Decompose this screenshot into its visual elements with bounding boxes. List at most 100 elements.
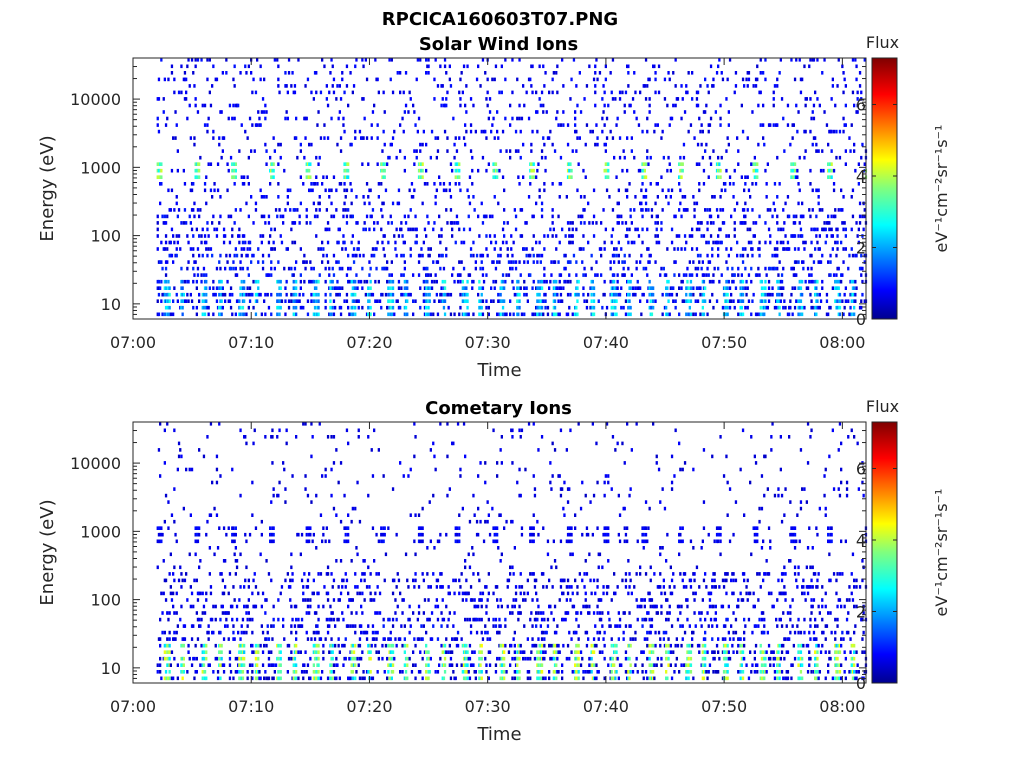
spectrogram-cell [583, 208, 586, 212]
spectrogram-cell [456, 221, 460, 225]
spectrogram-cell [811, 305, 814, 310]
spectrogram-cell [432, 441, 435, 446]
spectrogram-cell [354, 305, 357, 310]
spectrogram-cell [369, 670, 372, 674]
spectrogram-cell [532, 168, 535, 173]
spectrogram-cell [252, 305, 255, 310]
spectrogram-cell [335, 559, 338, 563]
spectrogram-cell [426, 299, 429, 303]
spectrogram-cell [525, 90, 528, 95]
spectrogram-cell [627, 71, 630, 75]
spectrogram-cell [844, 162, 847, 166]
spectrogram-cell [172, 604, 175, 609]
spectrogram-cell [678, 182, 681, 186]
spectrogram-cell [436, 539, 440, 544]
spectrogram-cell [335, 292, 338, 297]
spectrogram-cell [313, 676, 317, 681]
spectrogram-cell [825, 292, 829, 297]
spectrogram-cell [493, 168, 496, 173]
spectrogram-cell [278, 299, 281, 303]
spectrogram-cell [194, 162, 197, 166]
spectrogram-cell [355, 253, 358, 258]
spectrogram-cell [779, 279, 782, 284]
spectrogram-cell [485, 214, 488, 219]
spectrogram-cell [695, 227, 699, 232]
spectrogram-cell [435, 188, 438, 193]
spectrogram-cell [854, 292, 857, 297]
spectrogram-cell [543, 247, 546, 251]
spectrogram-cell [617, 201, 620, 206]
spectrogram-cell [471, 663, 474, 667]
spectrogram-cell [272, 526, 275, 530]
spectrogram-cell [543, 142, 546, 147]
spectrogram-cell [810, 299, 813, 303]
spectrogram-cell [164, 234, 168, 238]
spectrogram-cell [206, 435, 209, 439]
spectrogram-cell [328, 539, 331, 544]
spectrogram-cell [284, 286, 287, 290]
spectrogram-cell [325, 84, 328, 88]
spectrogram-cell [503, 188, 506, 193]
spectrogram-cell [715, 208, 719, 212]
spectrogram-cell [170, 676, 174, 681]
spectrogram-cell [162, 97, 165, 101]
spectrogram-cell [608, 195, 611, 199]
spectrogram-cell [798, 305, 801, 310]
spectrogram-cell [604, 142, 607, 147]
spectrogram-cell [531, 312, 534, 317]
spectrogram-cell [345, 578, 349, 583]
spectrogram-cell [358, 591, 362, 596]
spectrogram-cell [812, 103, 816, 108]
spectrogram-cell [441, 97, 444, 101]
spectrogram-cell [347, 591, 350, 596]
spectrogram-cell [163, 214, 166, 219]
spectrogram-cell [344, 585, 347, 589]
spectrogram-cell [610, 286, 613, 290]
spectrogram-cell [538, 188, 541, 193]
spectrogram-cell [384, 266, 388, 271]
spectrogram-cell [417, 162, 421, 166]
spectrogram-cell [464, 299, 467, 303]
spectrogram-cell [348, 279, 351, 284]
spectrogram-cell [790, 234, 793, 238]
spectrogram-cell [855, 286, 858, 290]
spectrogram-cell [530, 149, 533, 153]
spectrogram-cell [305, 526, 308, 530]
spectrogram-cell [464, 454, 467, 459]
spectrogram-cell [816, 299, 819, 303]
spectrogram-cell [337, 240, 340, 245]
spectrogram-cell [689, 312, 693, 317]
spectrogram-cell [458, 591, 461, 596]
spectrogram-cell [464, 656, 467, 661]
spectrogram-cell [827, 162, 830, 166]
spectrogram-cell [390, 221, 393, 225]
spectrogram-cell [205, 201, 208, 206]
spectrogram-cell [674, 58, 677, 62]
spectrogram-cell [494, 162, 498, 166]
spectrogram-cell [169, 585, 172, 589]
spectrogram-cell [479, 253, 482, 258]
spectrogram-cell [331, 676, 334, 681]
spectrogram-cell [229, 305, 233, 310]
spectrogram-cell [829, 260, 832, 264]
spectrogram-cell [237, 299, 240, 303]
spectrogram-cell [808, 64, 811, 69]
spectrogram-cell [201, 676, 204, 681]
spectrogram-cell [481, 312, 485, 317]
spectrogram-cell [169, 240, 172, 245]
spectrogram-cell [332, 578, 336, 583]
spectrogram-cell [258, 123, 261, 127]
spectrogram-cell [425, 630, 428, 635]
spectrogram-cell [634, 227, 637, 232]
spectrogram-cell [493, 286, 496, 290]
spectrogram-cell [309, 175, 312, 179]
spectrogram-cell [166, 637, 169, 641]
spectrogram-cell [284, 500, 287, 504]
spectrogram-cell [214, 617, 217, 622]
spectrogram-cell [183, 208, 187, 212]
spectrogram-cell [545, 110, 548, 114]
spectrogram-cell [441, 585, 444, 589]
spectrogram-cell [402, 273, 405, 277]
spectrogram-cell [754, 84, 758, 88]
spectrogram-cell [338, 292, 341, 297]
